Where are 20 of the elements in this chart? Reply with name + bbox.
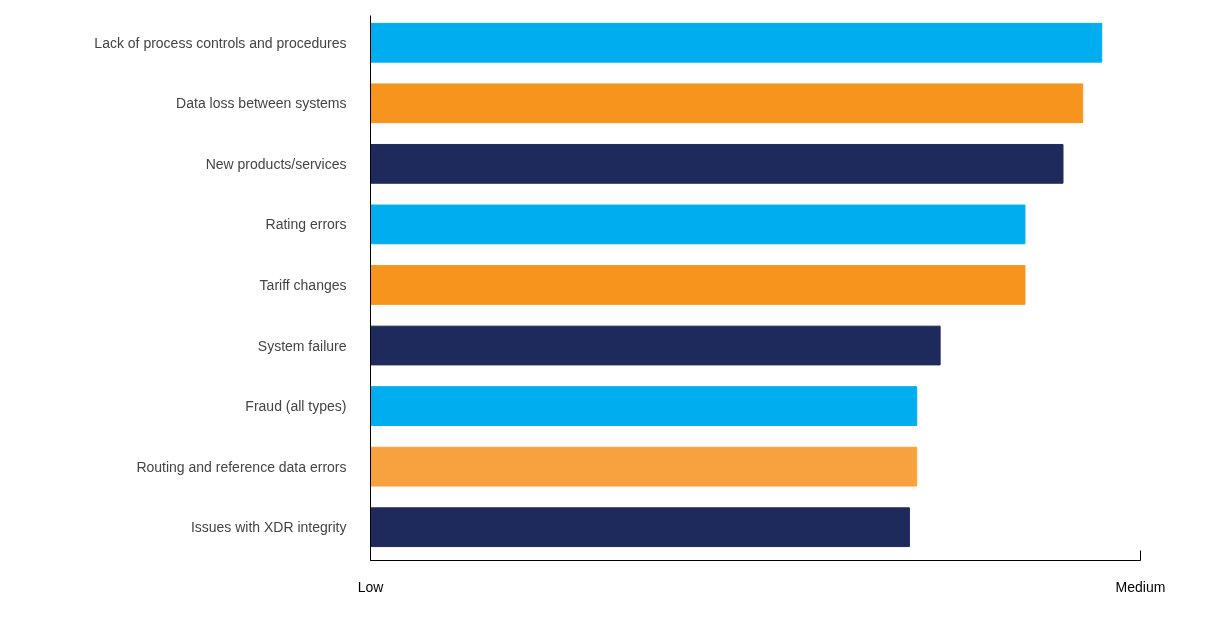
bar — [370, 204, 1026, 245]
bar — [370, 22, 1103, 63]
y-tick-label: System failure — [257, 337, 347, 354]
y-tick-label: Rating errors — [265, 216, 347, 233]
y-tick-label: New products/services — [205, 155, 347, 172]
y-tick-label: Issues with XDR integrity — [190, 519, 347, 536]
text: Low — [357, 578, 385, 595]
y-tick-label: Fraud (all types) — [245, 398, 347, 415]
y-tick-label: Routing and reference data errors — [136, 458, 347, 475]
y-tick-label: Tariff changes — [259, 276, 347, 293]
y-tick-label: Lack of process controls and procedures — [94, 34, 347, 51]
bar — [370, 386, 918, 426]
bar — [370, 83, 1084, 124]
text: Medium — [1115, 578, 1166, 595]
bar — [370, 507, 910, 548]
bar — [370, 446, 918, 487]
bar — [370, 143, 1064, 184]
bar — [370, 265, 1026, 305]
bar — [370, 325, 941, 366]
y-tick-label: Data loss between systems — [176, 95, 347, 112]
